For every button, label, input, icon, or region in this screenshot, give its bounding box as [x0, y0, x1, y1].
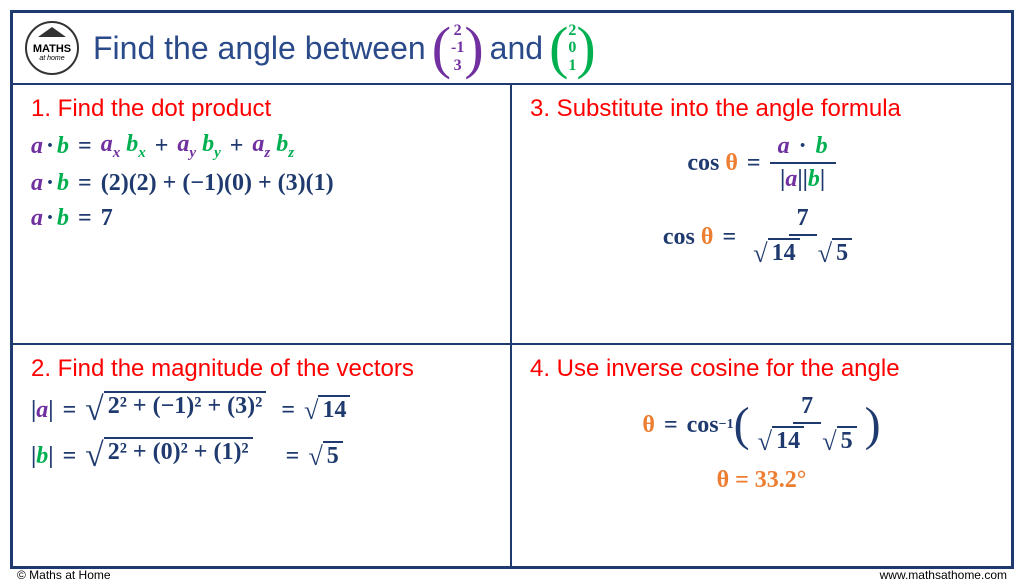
vector-b: ( 2 0 1 )	[549, 22, 596, 75]
step-1-formula: a·b = ax bx + ay by + az bz	[31, 131, 492, 162]
vec-b-y: 0	[568, 39, 576, 57]
step-2-heading: 2. Find the magnitude of the vectors	[31, 355, 492, 383]
vector-a: ( 2 -1 3 )	[432, 22, 484, 75]
title-mid: and	[490, 30, 543, 67]
step-4-formula: θ = cos−1 ( 7 √14 √5 )	[530, 391, 993, 459]
step-2-mag-a: |a| = √2² + (−1)² + (3)² = √14	[31, 391, 492, 429]
step-4-heading: 4. Use inverse cosine for the angle	[530, 355, 993, 383]
logo-text-1: MATHS	[33, 44, 71, 55]
header: MATHS at home Find the angle between ( 2…	[13, 13, 1011, 85]
vec-b-x: 2	[568, 22, 576, 40]
step-3-substitution: cos θ = 7 √14 √5	[530, 203, 993, 271]
website-url: www.mathsathome.com	[880, 568, 1007, 582]
footer: © Maths at Home www.mathsathome.com	[13, 568, 1011, 582]
step-4-answer: θ = 33.2°	[530, 467, 993, 494]
step-3-heading: 3. Substitute into the angle formula	[530, 95, 993, 123]
logo-roof-icon	[38, 27, 66, 37]
vec-a-x: 2	[451, 22, 464, 40]
step-3: 3. Substitute into the angle formula cos…	[512, 85, 1011, 345]
logo-text-2: at home	[39, 55, 64, 62]
step-4: 4. Use inverse cosine for the angle θ = …	[512, 345, 1011, 566]
copyright: © Maths at Home	[17, 568, 111, 582]
vec-a-y: -1	[451, 39, 464, 57]
page-title: Find the angle between ( 2 -1 3 ) and ( …	[93, 22, 596, 75]
step-1-substitution: a·b = (2)(2) + (−1)(0) + (3)(1)	[31, 170, 492, 197]
vec-b-z: 1	[568, 57, 576, 75]
step-1-result: a·b = 7	[31, 205, 492, 232]
logo: MATHS at home	[25, 21, 79, 75]
step-1-heading: 1. Find the dot product	[31, 95, 492, 123]
steps-grid: 1. Find the dot product a·b = ax bx + ay…	[13, 85, 1011, 566]
step-2: 2. Find the magnitude of the vectors |a|…	[13, 345, 512, 566]
step-3-formula: cos θ = a · b |a||b|	[530, 131, 993, 195]
title-prefix: Find the angle between	[93, 30, 426, 67]
step-2-mag-b: |b| = √2² + (0)² + (1)² = √5	[31, 437, 492, 475]
main-frame: MATHS at home Find the angle between ( 2…	[10, 10, 1014, 569]
vec-a-z: 3	[451, 57, 464, 75]
step-1: 1. Find the dot product a·b = ax bx + ay…	[13, 85, 512, 345]
